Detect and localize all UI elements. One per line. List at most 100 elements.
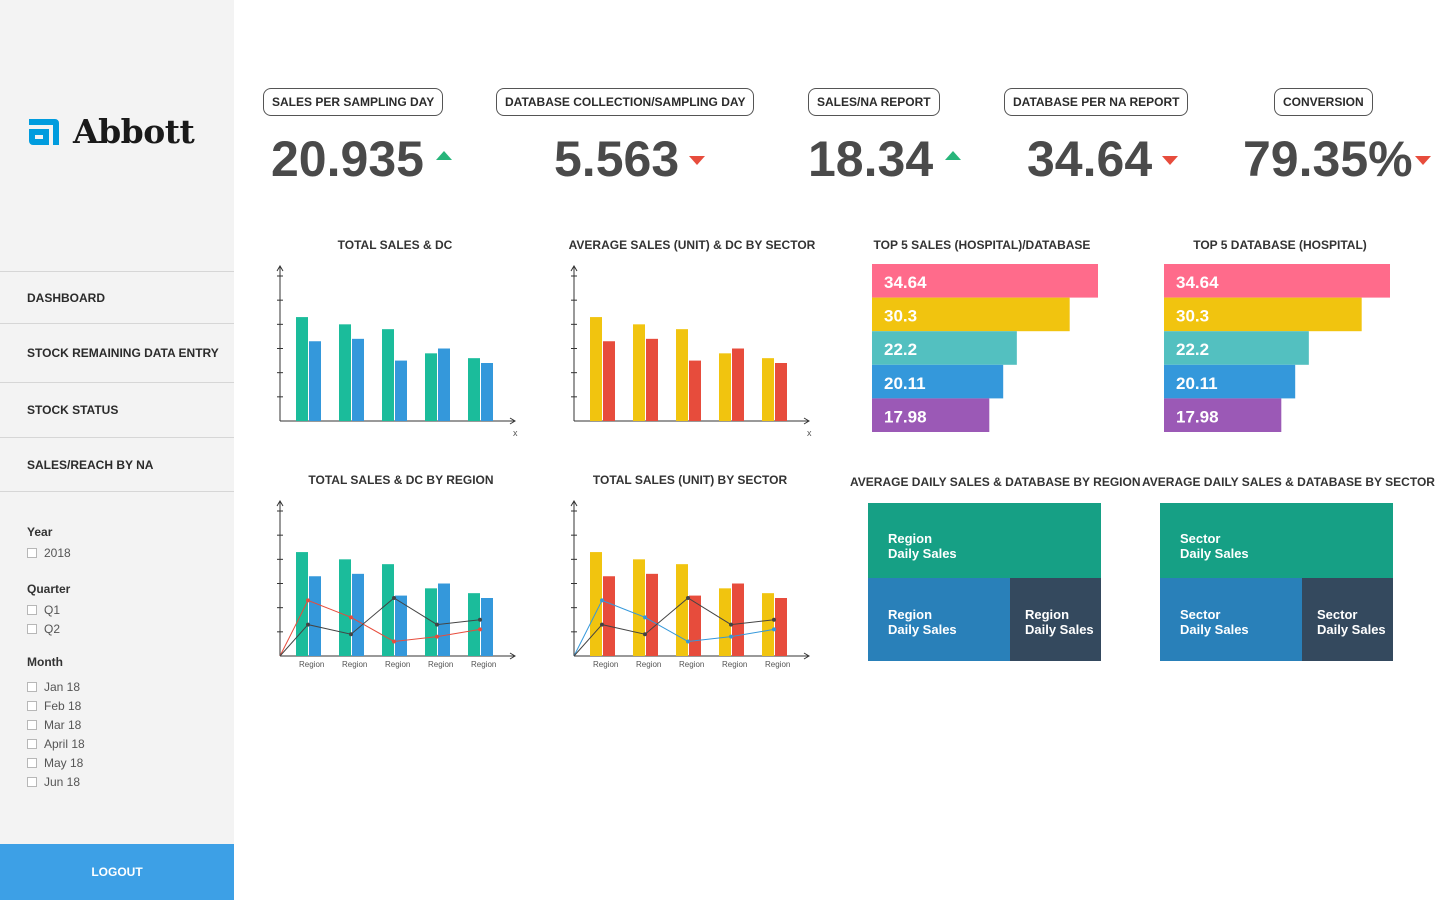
bar — [603, 576, 615, 656]
cell-line1: Sector — [1317, 607, 1358, 622]
filter-month-option[interactable]: Mar 18 — [27, 715, 227, 734]
series-line — [279, 597, 481, 657]
checkbox[interactable] — [27, 547, 37, 558]
treemap-cell[interactable]: Sector Daily Sales — [1160, 578, 1302, 661]
x-axis-arrow — [803, 417, 810, 425]
bar — [339, 559, 351, 656]
filter-month-option[interactable]: Jan 18 — [27, 677, 227, 696]
filter-month-option[interactable]: Jun 18 — [27, 772, 227, 791]
series-point — [600, 598, 604, 603]
series-point — [686, 639, 690, 644]
kpi-value: 18.34 — [808, 130, 962, 188]
option-label: April 18 — [44, 736, 85, 751]
trend-up-icon — [945, 150, 962, 160]
hbar-value-label: 30.3 — [1176, 307, 1209, 326]
series-point — [392, 639, 396, 644]
kpi-label[interactable]: CONVERSION — [1274, 88, 1373, 116]
filter-month-title: Month — [27, 655, 63, 669]
option-label: May 18 — [44, 755, 84, 770]
bar — [732, 348, 744, 421]
cell-line2: Daily Sales — [1025, 622, 1094, 637]
series-point — [600, 622, 604, 627]
bar — [633, 324, 645, 421]
checkbox[interactable] — [27, 681, 37, 692]
kpi-label[interactable]: DATABASE COLLECTION/SAMPLING DAY — [496, 88, 755, 116]
hbar-value-label: 34.64 — [1176, 273, 1219, 292]
bar — [676, 329, 688, 421]
bar — [425, 588, 437, 656]
treemap-cell[interactable]: Region Daily Sales — [868, 503, 1101, 578]
option-label: Jun 18 — [44, 774, 81, 789]
kpi-label[interactable]: SALES PER SAMPLING DAY — [263, 88, 444, 116]
filter-month-option[interactable]: Feb 18 — [27, 696, 227, 715]
hbar-value-label: 34.64 — [884, 273, 927, 292]
y-axis-arrow — [570, 265, 578, 272]
checkbox[interactable] — [27, 719, 37, 730]
chart-top5-database: 34.64 30.3 22.2 20.11 17.98 — [1164, 264, 1390, 432]
nav-stock-status[interactable]: STOCK STATUS — [0, 382, 234, 437]
cell-line2: Daily Sales — [888, 622, 957, 637]
hbar — [1164, 331, 1309, 365]
chart-total-sales-region: Region Region Region Region Region — [276, 500, 516, 669]
trend-down-icon — [1162, 155, 1179, 165]
treemap-cell-label: Region Daily Sales — [1025, 607, 1094, 637]
bar — [762, 358, 774, 421]
x-tick-label: Region — [593, 660, 618, 669]
filter-month-option[interactable]: May 18 — [27, 753, 227, 772]
checkbox[interactable] — [27, 604, 37, 615]
bar — [339, 324, 351, 421]
checkbox[interactable] — [27, 738, 37, 749]
kpi-number: 20.935 — [271, 131, 424, 187]
series-point — [392, 596, 396, 600]
checkbox[interactable] — [27, 623, 37, 634]
kpi-label[interactable]: SALES/NA REPORT — [808, 88, 940, 116]
x-tick-label: Region — [471, 660, 496, 669]
treemap-cell[interactable]: Region Daily Sales — [868, 578, 1010, 661]
kpi-sales-na-report: SALES/NA REPORT 18.34 — [808, 88, 962, 187]
filter-year-title: Year — [27, 525, 53, 539]
kpi-number: 34.64 — [1027, 131, 1153, 187]
kpi-label[interactable]: DATABASE PER NA REPORT — [1004, 88, 1189, 116]
treemap-region: Region Daily Sales Region Daily Sales Regi… — [868, 503, 1101, 661]
kpi-value: 20.935 — [271, 130, 452, 188]
chart-title-avg-daily-region: AVERAGE DAILY SALES & DATABASE BY REGION — [850, 475, 1141, 489]
kpi-number: 18.34 — [808, 131, 934, 187]
checkbox[interactable] — [27, 776, 37, 787]
filter-quarter-option[interactable]: Q2 — [27, 619, 227, 638]
filter-year-option[interactable]: 2018 — [27, 543, 227, 562]
kpi-database-per-na-report: DATABASE PER NA REPORT 34.64 — [1004, 88, 1189, 187]
treemap-cell[interactable]: Sector Daily Sales — [1160, 503, 1393, 578]
checkbox[interactable] — [27, 700, 37, 711]
treemap-cell[interactable]: Sector Daily Sales — [1302, 578, 1393, 661]
checkbox[interactable] — [27, 757, 37, 768]
series-line — [279, 599, 481, 657]
cell-line1: Sector — [1180, 531, 1221, 546]
x-axis-arrow — [803, 652, 810, 660]
bar — [633, 559, 645, 656]
hbar-value-label: 20.11 — [884, 374, 926, 393]
logout-button[interactable]: LOGOUT — [0, 844, 234, 900]
treemap-cell[interactable]: Region Daily Sales — [1010, 578, 1101, 661]
treemap-sector: Sector Daily Sales Sector Daily Sales Sect… — [1160, 503, 1393, 661]
abbott-logo[interactable]: Abbott — [27, 112, 195, 151]
filter-quarter-option[interactable]: Q1 — [27, 600, 227, 619]
hbar — [872, 398, 990, 432]
series-point — [772, 627, 776, 632]
bar — [590, 552, 602, 656]
hbar-value-label: 30.3 — [884, 307, 917, 326]
x-axis-arrow — [509, 652, 516, 660]
sidebar: Abbott DASHBOARD STOCK REMAINING DATA EN… — [0, 0, 234, 900]
nav-dashboard[interactable]: DASHBOARD — [0, 271, 234, 323]
filter-month-option[interactable]: April 18 — [27, 734, 227, 753]
hbar — [872, 331, 1017, 365]
series-point — [686, 596, 690, 600]
treemap-cell-label: Region Daily Sales — [888, 607, 957, 637]
option-label: Q2 — [44, 621, 61, 636]
hbar — [1164, 398, 1282, 432]
nav-sales-reach-by-na[interactable]: SALES/REACH BY NA — [0, 437, 234, 492]
x-tick-label: Region — [636, 660, 661, 669]
kpi-value: 34.64 — [1027, 130, 1179, 188]
hbar — [872, 364, 1004, 399]
nav-stock-remaining-data-entry[interactable]: STOCK REMAINING DATA ENTRY — [0, 323, 234, 382]
treemap-cell-label: Sector Daily Sales — [1180, 531, 1249, 561]
